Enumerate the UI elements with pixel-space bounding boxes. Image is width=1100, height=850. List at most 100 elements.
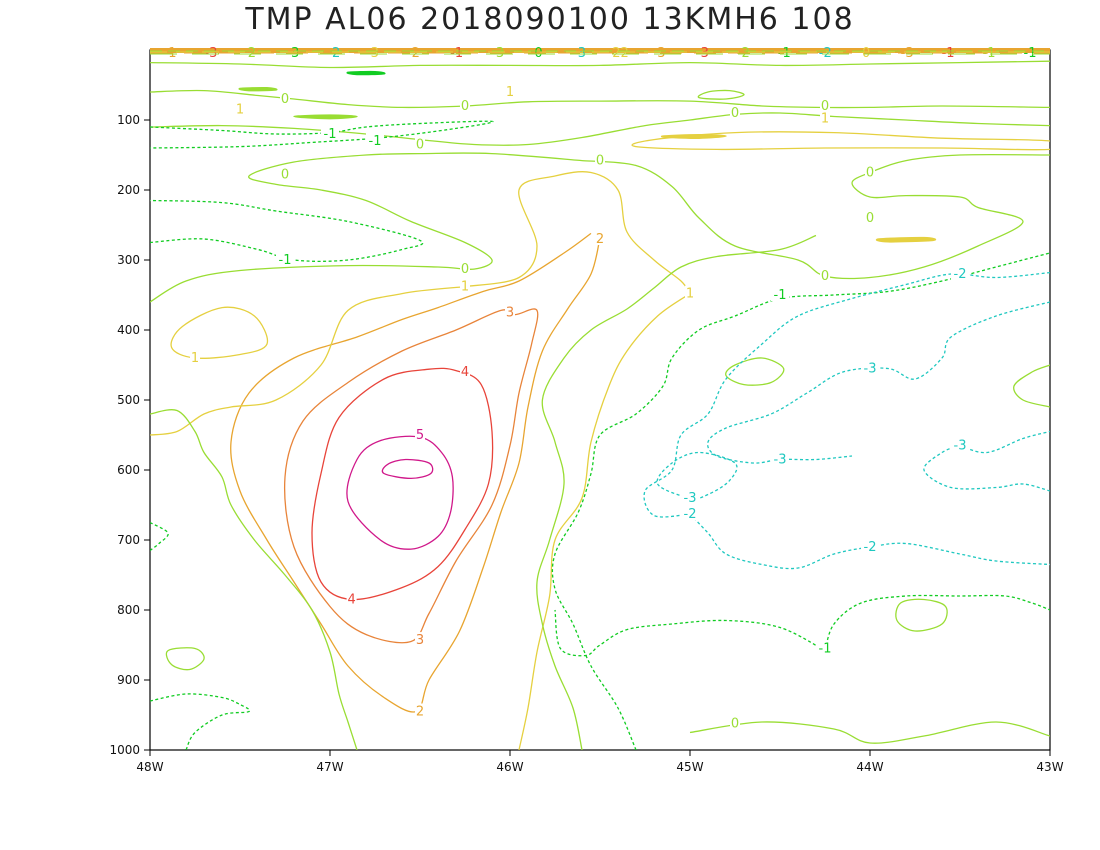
contour-label--1: -1 <box>369 134 382 149</box>
contour-label--3: -3 <box>774 453 787 468</box>
contour-line-level--3 <box>959 430 1050 454</box>
contour-label-1: 1 <box>821 112 829 127</box>
y-tick-label: 900 <box>117 673 140 687</box>
contour-band-level-0 <box>293 114 358 120</box>
contour-line-level--3 <box>656 451 738 500</box>
contour-line-level--3 <box>706 301 1050 464</box>
contour-label-bg <box>681 490 699 504</box>
contour-line-level-0 <box>150 112 1050 146</box>
y-axis: 100 200 300 400 500 600 700 800 900 1000 <box>109 113 150 757</box>
contour-label-bg <box>730 715 740 730</box>
contour-line-level-1 <box>170 306 269 359</box>
y-tick-label: 600 <box>117 463 140 477</box>
y-tick-label: 100 <box>117 113 140 127</box>
y-tick-label: 800 <box>117 603 140 617</box>
filled-bands <box>238 70 937 243</box>
contour-label-bg <box>865 164 875 179</box>
contour-label--2: -2 <box>864 540 877 555</box>
contour-line-level-3 <box>284 308 539 644</box>
contour-label-0: 0 <box>416 138 424 153</box>
contour-line-level--2 <box>643 271 1050 518</box>
contour-line-level-1 <box>150 285 466 436</box>
contour-label-bg <box>190 350 200 364</box>
contour-label-bg <box>460 364 470 378</box>
contour-label-0: 0 <box>821 269 829 284</box>
contour-label-bg <box>460 98 470 112</box>
contour-label-bg <box>820 268 830 283</box>
contour-line-level--1 <box>150 693 251 750</box>
contour-label-0: 0 <box>461 262 469 277</box>
contour-lines <box>150 60 1050 750</box>
contour-label-bg <box>730 105 740 119</box>
contour-label--1: -1 <box>774 288 787 303</box>
contour-line-level--3 <box>923 444 1050 492</box>
y-tick-label: 500 <box>117 393 140 407</box>
contour-line-level-1 <box>464 171 691 294</box>
contour-label-0: 0 <box>866 166 874 181</box>
contour-label--1: -1 <box>819 642 832 657</box>
contour-label-bg <box>366 133 384 147</box>
contour-label-bg <box>415 703 425 718</box>
x-tick-label: 47W <box>316 760 343 774</box>
contour-line-level-0 <box>697 89 745 100</box>
contour-label--3: -3 <box>864 362 877 377</box>
contour-line-level-0 <box>689 721 1050 744</box>
contour-label--1: -1 <box>324 127 337 142</box>
contour-label-bg <box>460 261 470 276</box>
top-band-label: -1 <box>983 46 996 61</box>
contour-label-0: 0 <box>461 99 469 114</box>
contour-label-1: 1 <box>686 287 694 302</box>
y-tick-label: 700 <box>117 533 140 547</box>
contour-label-bg <box>505 84 515 98</box>
contour-label-0: 0 <box>731 716 739 731</box>
contour-line-level-0 <box>536 234 817 750</box>
x-tick-label: 43W <box>1036 760 1063 774</box>
contour-label-bg <box>861 360 879 375</box>
x-tick-label: 46W <box>496 760 523 774</box>
contour-label-bg <box>951 437 969 452</box>
contour-label-bg <box>595 152 605 167</box>
contour-label--2: -2 <box>954 267 967 282</box>
contour-label-4: 4 <box>347 593 355 608</box>
contour-label-0: 0 <box>866 211 874 226</box>
contour-band-level-1 <box>875 236 937 243</box>
x-tick-label: 48W <box>136 760 163 774</box>
contour-line-level-1 <box>518 293 691 750</box>
top-band-label: -1 <box>1024 46 1037 61</box>
contour-band-level-0 <box>238 87 278 92</box>
contour-label-1: 1 <box>236 103 244 118</box>
contour-line-level-5 <box>346 435 454 550</box>
contour-line-level-2 <box>230 232 601 713</box>
contour-label-1: 1 <box>506 85 514 100</box>
contour-label-1: 1 <box>461 280 469 295</box>
contour-label-bg <box>861 539 879 553</box>
contour-line-level--1 <box>554 609 826 657</box>
contour-label-bg <box>505 304 515 319</box>
contour-label-0: 0 <box>281 168 289 183</box>
contour-label-0: 0 <box>281 92 289 107</box>
contour-label-bg <box>771 287 789 301</box>
contour-line-level--1 <box>824 594 1050 651</box>
contour-line-level-0 <box>150 152 583 303</box>
contour-label-0: 0 <box>596 154 604 169</box>
contour-label-bg <box>865 210 875 224</box>
contour-label-3: 3 <box>416 633 424 648</box>
contour-label-2: 2 <box>596 232 604 247</box>
contour-label-bg <box>460 278 470 293</box>
contour-line-level-5 <box>381 458 434 480</box>
y-tick-label: 200 <box>117 183 140 197</box>
contour-label-bg <box>321 126 339 140</box>
contour-line-level-0 <box>725 357 785 386</box>
contour-label-bg <box>415 136 425 151</box>
contour-label-bg <box>276 252 294 266</box>
contour-label-bg <box>235 101 245 116</box>
contour-label-5: 5 <box>416 428 424 443</box>
contour-label-bg <box>771 451 789 466</box>
contour-band-level--1 <box>346 70 386 76</box>
contour-line-level-0 <box>165 647 205 671</box>
contour-line-level-0 <box>150 409 358 750</box>
contour-label-3: 3 <box>506 306 514 321</box>
x-tick-label: 44W <box>856 760 883 774</box>
